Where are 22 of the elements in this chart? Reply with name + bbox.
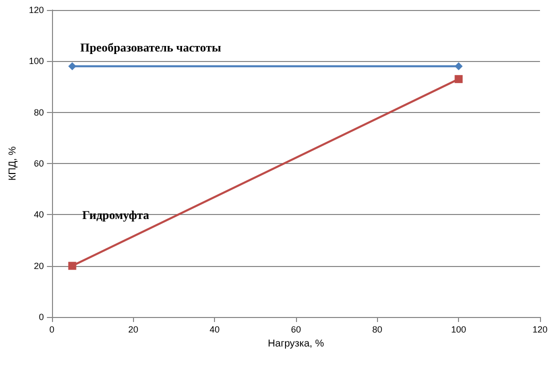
y-tick-label: 40: [34, 210, 44, 220]
series-label: Гидромуфта: [82, 208, 150, 222]
y-axis-title: КПД, %: [8, 146, 18, 181]
y-tick-label: 120: [28, 5, 44, 15]
point: [68, 262, 76, 270]
series-label: Преобразователь частоты: [80, 40, 222, 54]
x-tick-label: 100: [451, 324, 466, 334]
x-tick-label: 40: [210, 324, 220, 334]
y-tick-label: 80: [34, 107, 44, 118]
x-tick-label: 20: [128, 324, 138, 334]
y-tick-label: 0: [38, 312, 44, 322]
x-tick-label: 120: [532, 324, 548, 334]
y-tick-label: 60: [34, 158, 44, 168]
point: [454, 62, 463, 70]
point: [454, 75, 463, 84]
x-tick-label: 60: [290, 324, 301, 334]
x-tick-label: 80: [372, 324, 382, 334]
point: [68, 62, 76, 70]
x-axis-title: Нагрузка, %: [268, 338, 324, 350]
y-tick-label: 20: [34, 260, 44, 271]
y-tick-label: 100: [28, 56, 44, 66]
x-tick-label: 0: [49, 324, 54, 334]
